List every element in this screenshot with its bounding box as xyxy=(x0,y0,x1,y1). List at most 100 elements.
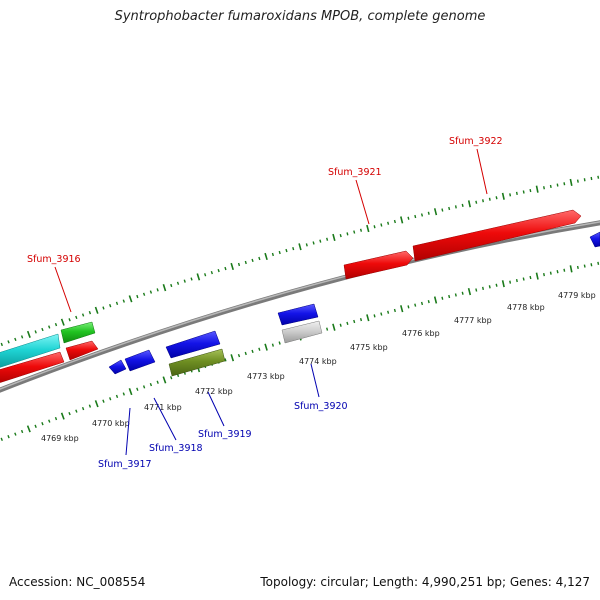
kbp-tick-label: 4770 kbp xyxy=(92,419,130,428)
gene-arrow-reverse[interactable] xyxy=(124,349,156,372)
minor-tick xyxy=(170,376,173,380)
minor-tick xyxy=(14,337,17,342)
minor-tick xyxy=(393,219,396,224)
major-tick xyxy=(501,280,505,288)
minor-tick xyxy=(583,264,586,268)
kbp-tick-label: 4773 kbp xyxy=(247,372,285,381)
minor-tick xyxy=(0,342,3,347)
major-tick xyxy=(332,233,336,242)
gene-arrow-reverse[interactable] xyxy=(277,303,319,326)
minor-tick xyxy=(583,178,586,182)
minor-tick xyxy=(237,353,241,358)
minor-tick xyxy=(34,330,37,334)
label-leader-lines xyxy=(54,148,488,456)
kbp-tick-label: 4774 kbp xyxy=(299,357,337,366)
minor-tick xyxy=(75,409,78,413)
gene-label[interactable]: Sfum_3918 xyxy=(149,443,203,454)
minor-tick xyxy=(454,205,457,209)
major-tick xyxy=(433,208,438,216)
minor-tick xyxy=(54,416,58,421)
gene-arrow-forward[interactable] xyxy=(589,231,600,248)
minor-tick xyxy=(353,319,356,324)
minor-tick xyxy=(156,288,159,292)
minor-tick xyxy=(14,432,17,436)
minor-tick xyxy=(515,191,518,196)
gene-label[interactable]: Sfum_3920 xyxy=(294,401,348,412)
minor-tick xyxy=(20,429,24,434)
minor-tick xyxy=(380,223,383,227)
major-tick xyxy=(332,323,336,331)
minor-tick xyxy=(563,182,566,186)
minor-tick xyxy=(326,237,329,241)
minor-tick xyxy=(109,303,112,308)
minor-tick xyxy=(204,273,207,277)
minor-tick xyxy=(122,299,125,303)
kbp-tick-label: 4771 kbp xyxy=(144,403,182,412)
major-tick xyxy=(535,272,539,280)
minor-tick xyxy=(339,234,342,238)
minor-tick xyxy=(515,278,518,283)
gene-arrow-reverse[interactable] xyxy=(108,359,127,375)
minor-tick xyxy=(292,247,295,251)
kbp-tick-label: 4778 kbp xyxy=(507,303,545,312)
major-tick xyxy=(128,295,133,303)
minor-tick xyxy=(149,382,153,387)
gene-label[interactable]: Sfum_3917 xyxy=(98,459,152,470)
minor-tick xyxy=(522,190,525,194)
gene-arrow-forward[interactable] xyxy=(0,333,61,369)
gene-arrow-reverse[interactable] xyxy=(281,320,323,344)
gene-label[interactable]: Sfum_3921 xyxy=(328,167,382,178)
minor-tick xyxy=(590,263,593,267)
gene-label[interactable]: Sfum_3916 xyxy=(27,254,81,265)
minor-tick xyxy=(576,179,579,183)
major-tick xyxy=(400,216,404,224)
minor-tick xyxy=(7,435,10,439)
gene-arrow-forward[interactable] xyxy=(65,340,99,361)
major-tick xyxy=(298,243,302,251)
minor-tick xyxy=(68,411,71,416)
gene-arrow-forward[interactable] xyxy=(412,209,582,262)
major-tick xyxy=(264,252,268,261)
minor-tick xyxy=(393,308,396,313)
minor-tick xyxy=(495,283,498,287)
minor-tick xyxy=(482,286,484,291)
major-tick xyxy=(467,288,472,296)
kbp-tick-label: 4772 kbp xyxy=(195,387,233,396)
major-tick xyxy=(467,200,471,208)
gene-arrow-forward[interactable] xyxy=(0,351,65,384)
gene-label[interactable]: Sfum_3922 xyxy=(449,136,503,147)
major-tick xyxy=(94,306,99,314)
minor-tick xyxy=(102,306,105,310)
minor-tick xyxy=(556,183,559,187)
gene-arrow-forward[interactable] xyxy=(60,321,96,344)
minor-tick xyxy=(237,262,241,267)
minor-tick xyxy=(156,380,159,384)
minor-tick xyxy=(109,397,112,401)
minor-tick xyxy=(448,206,451,211)
minor-tick xyxy=(81,406,85,411)
major-tick xyxy=(230,354,235,362)
major-tick xyxy=(60,318,65,326)
minor-tick xyxy=(251,258,254,263)
minor-tick xyxy=(115,301,119,306)
minor-tick xyxy=(454,293,457,297)
minor-tick xyxy=(359,318,363,322)
gene-arrow-reverse[interactable] xyxy=(168,348,226,377)
major-tick xyxy=(400,305,404,313)
gene-arrow-forward[interactable] xyxy=(343,250,414,280)
minor-tick xyxy=(461,291,464,295)
gene-arrow-reverse[interactable] xyxy=(165,330,221,359)
gene-label[interactable]: Sfum_3919 xyxy=(198,429,252,440)
minor-tick xyxy=(244,260,247,265)
minor-tick xyxy=(149,290,153,294)
minor-tick xyxy=(224,358,227,362)
minor-tick xyxy=(68,318,71,322)
minor-tick xyxy=(556,270,559,274)
minor-tick xyxy=(20,335,24,339)
major-tick xyxy=(26,330,31,338)
minor-tick xyxy=(346,232,349,236)
minor-tick xyxy=(495,196,498,200)
kbp-tick-label: 4775 kbp xyxy=(350,343,388,352)
minor-tick xyxy=(407,216,410,220)
